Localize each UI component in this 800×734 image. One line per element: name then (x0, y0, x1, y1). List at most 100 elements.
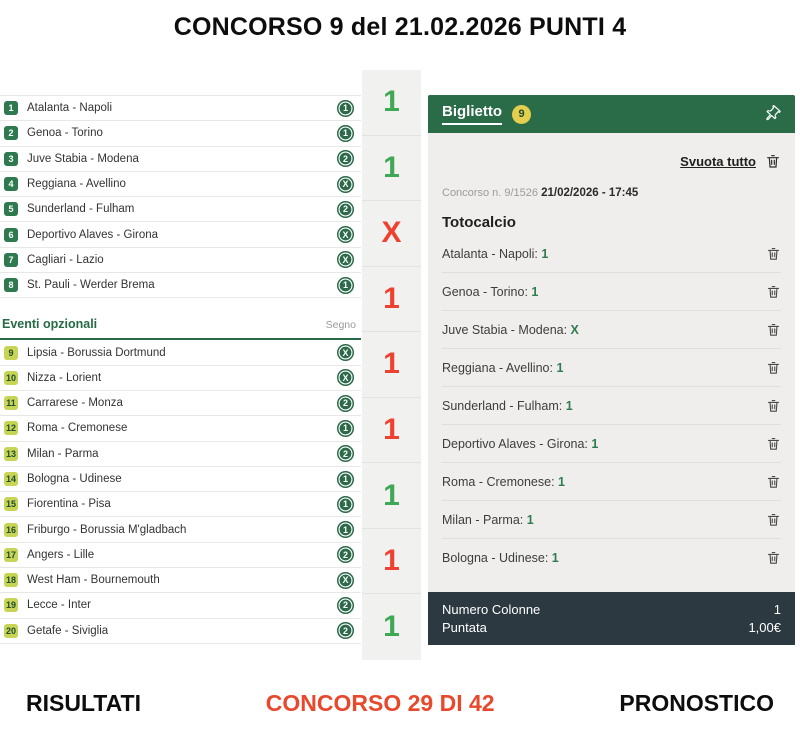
match-row[interactable]: 17 Angers - Lille 2 (0, 542, 361, 569)
delete-bet-button[interactable] (766, 436, 781, 451)
sign-badge[interactable]: 2 (337, 622, 354, 640)
match-row[interactable]: 6 Deportivo Alaves - Girona X (0, 222, 361, 248)
sign-badge[interactable]: 1 (337, 276, 354, 294)
match-row[interactable]: 4 Reggiana - Avellino X (0, 171, 361, 198)
sign-badge[interactable]: X (337, 571, 354, 589)
match-name: Reggiana - Avellino (27, 178, 126, 191)
clear-all-button[interactable]: Svuota tutto (680, 153, 756, 169)
nav-concorso-counter[interactable]: CONCORSO 29 DI 42 (265, 690, 495, 716)
delete-bet-button[interactable] (766, 512, 781, 527)
match-row[interactable]: 1 Atalanta - Napoli 1 (0, 96, 361, 122)
bet-match: Deportivo Alaves - Girona: (442, 436, 592, 451)
trash-icon (767, 513, 780, 526)
match-row[interactable]: 7 Cagliari - Lazio X (0, 247, 361, 274)
clear-all-trash-button[interactable] (765, 153, 781, 169)
sign-badge[interactable]: 1 (337, 521, 354, 539)
match-name: Atalanta - Napoli (27, 102, 113, 115)
bet-text: Roma - Cremonese: 1 (442, 475, 565, 489)
sign-badge[interactable]: 2 (337, 200, 354, 218)
match-row[interactable]: 18 West Ham - Bournemouth X (0, 568, 361, 594)
trash-icon (767, 399, 780, 412)
delete-bet-button[interactable] (766, 398, 781, 413)
match-row[interactable]: 8 St. Pauli - Werder Brema 1 (0, 273, 361, 299)
segno-column-label: Segno (325, 319, 356, 332)
match-number-badge: 18 (4, 573, 18, 588)
match-row[interactable]: 9 Lipsia - Borussia Dortmund X (0, 340, 361, 366)
result-cell: 1 (362, 529, 421, 595)
sign-badge[interactable]: 2 (337, 596, 354, 614)
sign-badge[interactable]: 2 (337, 394, 354, 412)
sign-badge[interactable]: 1 (337, 470, 354, 488)
bet-sign: 1 (551, 550, 559, 565)
tab-biglietto[interactable]: Biglietto (442, 103, 502, 125)
ticket-bet-row: Sunderland - Fulham: 1 (442, 387, 781, 425)
match-row[interactable]: 3 Juve Stabia - Modena 2 (0, 146, 361, 172)
sign-badge[interactable]: 2 (337, 150, 354, 168)
optional-events: 9 Lipsia - Borussia Dortmund X 10 Nizza - Lo… (0, 340, 361, 644)
bet-text: Sunderland - Fulham: 1 (442, 399, 573, 413)
summary-row: Puntata 1,00€ (442, 619, 781, 637)
sign-badge[interactable]: 1 (337, 495, 354, 513)
match-number-badge: 8 (4, 278, 18, 293)
result-cell: 1 (362, 267, 421, 333)
concorso-date: 21/02/2026 - 17:45 (541, 187, 639, 199)
nav-risultati[interactable]: RISULTATI (26, 690, 141, 716)
match-row[interactable]: 10 Nizza - Lorient X (0, 365, 361, 391)
match-row[interactable]: 13 Milan - Parma 2 (0, 441, 361, 467)
match-name: Friburgo - Borussia M'gladbach (27, 523, 187, 536)
nav-pronostico[interactable]: PRONOSTICO (619, 690, 774, 716)
ticket-bet-row: Atalanta - Napoli: 1 (442, 235, 781, 273)
ticket-bet-row: Milan - Parma: 1 (442, 501, 781, 539)
sign-badge[interactable]: 1 (337, 124, 354, 142)
match-row[interactable]: 11 Carrarese - Monza 2 (0, 390, 361, 417)
match-row[interactable]: 16 Friburgo - Borussia M'gladbach 1 (0, 517, 361, 543)
sign-badge[interactable]: X (337, 251, 354, 269)
delete-bet-button[interactable] (766, 246, 781, 261)
match-row[interactable]: 5 Sunderland - Fulham 2 (0, 197, 361, 223)
bet-match: Roma - Cremonese: (442, 474, 559, 489)
delete-bet-button[interactable] (766, 550, 781, 565)
bet-sign: 1 (531, 284, 539, 299)
trash-icon (767, 551, 780, 564)
sign-badge[interactable]: 1 (337, 99, 354, 117)
sign-badge[interactable]: 2 (337, 546, 354, 564)
match-row[interactable]: 2 Genoa - Torino 1 (0, 121, 361, 147)
delete-bet-button[interactable] (766, 322, 781, 337)
sign-badge[interactable]: X (337, 344, 354, 362)
match-number-badge: 1 (4, 101, 18, 116)
ticket-body: Svuota tutto Concorso n. 9/1526 21/02/20… (428, 133, 795, 592)
match-name: Fiorentina - Pisa (27, 498, 111, 511)
match-name: Deportivo Alaves - Girona (27, 228, 159, 241)
bet-sign: 1 (541, 246, 549, 261)
sign-badge[interactable]: X (337, 226, 354, 244)
match-row[interactable]: 12 Roma - Cremonese 1 (0, 416, 361, 442)
sign-badge[interactable]: 2 (337, 445, 354, 463)
concorso-info: Concorso n. 9/1526 21/02/2026 - 17:45 (442, 187, 781, 199)
match-number-badge: 14 (4, 472, 18, 486)
delete-bet-button[interactable] (766, 360, 781, 375)
match-number-badge: 3 (4, 151, 18, 166)
match-row[interactable]: 14 Bologna - Udinese 1 (0, 466, 361, 493)
result-cell: 1 (362, 136, 421, 202)
bet-sign: 1 (565, 398, 573, 413)
bet-sign: 1 (558, 474, 565, 489)
match-name: Genoa - Torino (27, 127, 103, 140)
sign-badge[interactable]: X (337, 175, 354, 193)
match-number-badge: 10 (4, 370, 18, 385)
bet-sign: 1 (591, 436, 599, 451)
event-list: 1 Atalanta - Napoli 1 2 Genoa - Torino 1 3 Juve… (0, 95, 361, 644)
delete-bet-button[interactable] (766, 284, 781, 299)
match-row[interactable]: 15 Fiorentina - Pisa 1 (0, 492, 361, 518)
match-number-badge: 9 (4, 345, 18, 360)
match-number-badge: 4 (4, 177, 18, 192)
result-cell: X (362, 201, 421, 267)
match-row[interactable]: 19 Lecce - Inter 2 (0, 593, 361, 619)
summary-label: Numero Colonne (442, 602, 541, 617)
pin-icon[interactable] (763, 105, 781, 123)
trash-icon (767, 155, 779, 168)
sign-badge[interactable]: 1 (337, 419, 354, 437)
match-row[interactable]: 20 Getafe - Siviglia 2 (0, 618, 361, 644)
delete-bet-button[interactable] (766, 474, 781, 489)
sign-badge[interactable]: X (337, 369, 354, 387)
match-name: Nizza - Lorient (27, 371, 102, 384)
